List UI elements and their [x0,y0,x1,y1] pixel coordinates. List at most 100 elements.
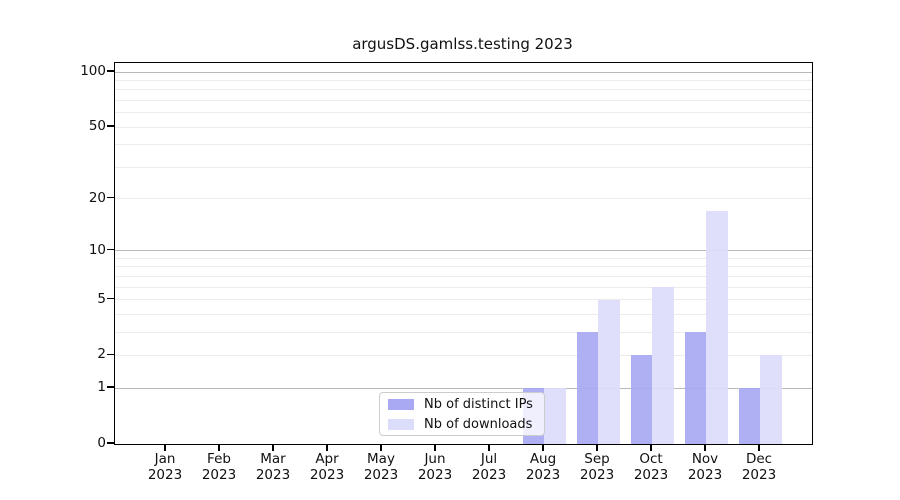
x-tick-label-line: Apr [315,451,339,467]
x-tick [488,444,490,451]
x-tick-label-line: 2023 [471,466,507,483]
y-tick [107,70,114,72]
x-tick-label-mar: Mar 2023 [243,451,303,483]
y-gridline-minor [115,99,812,101]
x-tick [272,444,274,451]
y-tick-label: 2 [97,346,106,363]
x-tick-label-line: Jan [154,451,176,467]
x-tick [650,444,652,451]
x-tick-label-sep: Sep 2023 [567,451,627,483]
y-gridline-minor [115,79,812,81]
x-tick-label-line: Nov [691,451,719,467]
y-gridline-minor [115,112,812,114]
x-tick-label-oct: Oct 2023 [621,451,681,483]
x-tick [218,444,220,451]
y-tick-label: 1 [97,379,106,396]
y-gridline-minor [115,331,812,333]
x-tick-label-line: 2023 [687,466,723,483]
x-tick-label-line: May [367,451,395,467]
y-gridline-minor [115,257,812,259]
y-gridline-minor [115,126,812,128]
x-tick-label-line: Dec [745,451,773,467]
y-tick [107,297,114,300]
x-tick [434,444,436,451]
y-gridline-minor [115,354,812,356]
x-tick-label-line: Jun [424,451,446,467]
x-tick-label-line: 2023 [579,466,615,483]
y-gridline-minor [115,144,812,146]
legend-item-downloads: Nb of downloads [388,416,544,433]
bar-nb-of-distinct-ips-sep-2023 [576,332,598,444]
bar-nb-of-distinct-ips-dec-2023 [738,388,760,444]
bar-nb-of-downloads-nov-2023 [706,211,728,444]
y-tick [107,353,114,356]
bar-nb-of-distinct-ips-oct-2023 [630,355,652,444]
x-tick-label-line: 2023 [201,466,237,483]
x-tick-label-jul: Jul 2023 [459,451,519,483]
x-tick-label-apr: Apr 2023 [297,451,357,483]
x-tick-label-line: 2023 [741,466,777,483]
y-tick-label: 10 [88,241,106,258]
y-tick [107,442,114,444]
legend-label-downloads: Nb of downloads [424,416,533,432]
x-tick-label-line: Mar [260,451,286,467]
y-tick [107,196,114,199]
bar-nb-of-downloads-aug-2023 [544,388,566,444]
y-gridline-minor [115,198,812,200]
x-tick [704,444,706,451]
x-tick-label-line: Feb [207,451,231,467]
x-tick-label-line: Jul [480,451,498,467]
y-tick-label: 20 [88,189,106,206]
x-tick-label-may: May 2023 [351,451,411,483]
x-tick [596,444,598,451]
y-gridline-minor [115,275,812,277]
x-tick-label-jun: Jun 2023 [405,451,465,483]
y-tick-label: 5 [97,290,106,307]
x-tick-label-jan: Jan 2023 [135,451,195,483]
legend-label-distinct-ips: Nb of distinct IPs [424,396,533,412]
x-tick-label-line: 2023 [525,466,561,483]
plot-area [114,62,813,445]
y-gridline-major [115,250,812,252]
x-tick-label-dec: Dec 2023 [729,451,789,483]
bar-nb-of-downloads-oct-2023 [652,287,674,444]
x-tick-label-line: 2023 [255,466,291,483]
legend-item-distinct-ips: Nb of distinct IPs [388,396,544,413]
y-tick-label: 50 [88,118,106,135]
x-tick-label-aug: Aug 2023 [513,451,573,483]
y-gridline-major [115,387,812,389]
x-tick-label-line: Sep [584,451,610,467]
legend-swatch-distinct-ips [388,398,414,410]
x-tick [326,444,328,451]
y-gridline-minor [115,313,812,315]
x-tick [542,444,544,451]
y-gridline-major [115,71,812,73]
x-tick-label-line: Aug [529,451,557,467]
x-tick-label-nov: Nov 2023 [675,451,735,483]
y-gridline-minor [115,266,812,268]
x-tick-label-line: Oct [639,451,663,467]
y-gridline-minor [115,286,812,288]
x-tick [758,444,760,451]
x-tick-label-line: 2023 [633,466,669,483]
y-gridline-minor [115,166,812,168]
x-tick-label-line: 2023 [309,466,345,483]
x-tick-label-line: 2023 [417,466,453,483]
y-gridline-minor [115,299,812,301]
bar-nb-of-distinct-ips-nov-2023 [684,332,706,444]
y-gridline-minor [115,89,812,91]
bar-nb-of-downloads-sep-2023 [598,299,620,444]
y-tick-label: 100 [80,63,106,79]
y-tick [107,125,114,127]
x-tick [164,444,166,451]
chart-title: argusDS.gamlss.testing 2023 [352,35,573,53]
legend: Nb of distinct IPs Nb of downloads [379,392,545,436]
y-tick [107,249,114,251]
x-tick [380,444,382,451]
x-tick-label-line: 2023 [147,466,183,483]
legend-swatch-downloads [388,418,414,430]
x-tick-label-feb: Feb 2023 [189,451,249,483]
bar-nb-of-downloads-dec-2023 [760,355,782,444]
y-tick-label: 0 [97,435,106,451]
